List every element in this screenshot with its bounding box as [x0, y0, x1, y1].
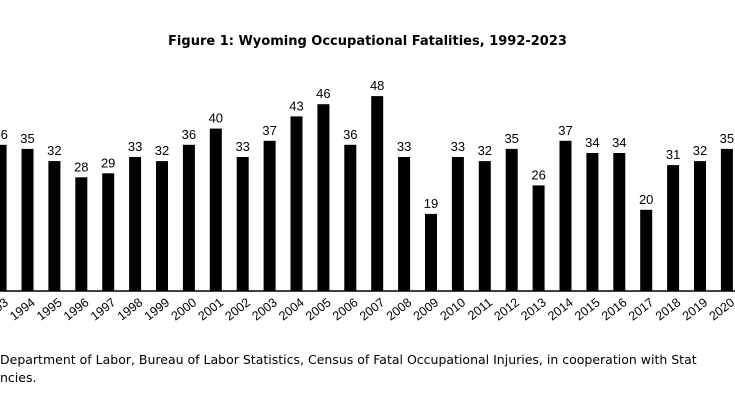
x-tick-label-1998: 1998: [115, 295, 146, 323]
value-label-2005: 46: [316, 86, 330, 101]
x-tick-label-2010: 2010: [438, 295, 469, 323]
x-tick-label-2019: 2019: [680, 295, 711, 323]
bar-2015: [586, 153, 599, 291]
value-label-2000: 36: [182, 127, 196, 142]
value-label-1993: 36: [0, 127, 8, 142]
bar-2020: [720, 148, 733, 291]
x-tick-label-2018: 2018: [653, 295, 684, 323]
x-tick-label-2008: 2008: [384, 295, 415, 323]
bar-2004: [290, 116, 303, 292]
bar-2019: [694, 161, 706, 291]
bar-2001: [209, 128, 222, 291]
bar-2016: [613, 153, 626, 291]
value-label-2002: 33: [235, 139, 249, 154]
x-tick-label-1999: 1999: [142, 295, 173, 323]
bar-2011: [478, 161, 491, 291]
source-line-2: ncies.: [0, 370, 37, 385]
value-label-1994: 35: [20, 131, 34, 146]
x-tick-label-2001: 2001: [196, 295, 227, 323]
x-tick-label-2017: 2017: [626, 295, 657, 323]
chart-title: Figure 1: Wyoming Occupational Fatalitie…: [168, 34, 567, 49]
value-label-2011: 32: [478, 143, 492, 158]
value-label-2001: 40: [209, 111, 223, 126]
bar-1998: [129, 157, 142, 291]
bar-1994: [21, 148, 34, 291]
x-tick-label-2013: 2013: [518, 295, 549, 323]
value-labels-group: 3636353228293332364033374346364833193332…: [0, 78, 734, 211]
value-label-2006: 36: [343, 127, 357, 142]
value-label-2014: 37: [558, 123, 572, 138]
x-tick-label-1993: 1993: [0, 295, 11, 323]
bar-2007: [371, 96, 384, 291]
value-label-2010: 33: [451, 139, 465, 154]
value-label-1997: 29: [101, 155, 115, 170]
bar-2005: [317, 104, 330, 291]
value-label-1998: 33: [128, 139, 142, 154]
x-tick-label-1995: 1995: [34, 295, 65, 323]
value-label-2013: 26: [531, 167, 545, 182]
x-tick-label-2000: 2000: [169, 295, 200, 323]
bar-2002: [236, 157, 249, 291]
x-tick-label-2003: 2003: [249, 295, 280, 323]
bar-2014: [559, 140, 572, 291]
x-tick-label-2002: 2002: [222, 295, 253, 323]
x-tick-label-2016: 2016: [599, 295, 630, 323]
bar-2000: [182, 144, 195, 291]
value-label-2015: 34: [585, 135, 599, 150]
x-tick-label-2006: 2006: [330, 295, 361, 323]
source-line-1: Department of Labor, Bureau of Labor Sta…: [0, 352, 697, 367]
x-tick-label-2020: 2020: [707, 295, 735, 323]
value-label-2007: 48: [370, 78, 384, 93]
x-tick-label-2011: 2011: [465, 295, 495, 323]
value-label-2017: 20: [639, 192, 653, 207]
x-tick-label-2015: 2015: [572, 295, 603, 323]
bar-2013: [532, 185, 545, 291]
value-label-2020: 35: [720, 131, 734, 146]
x-tick-label-2004: 2004: [276, 295, 307, 323]
value-label-2019: 32: [693, 143, 707, 158]
bar-2003: [263, 140, 276, 291]
value-label-2012: 35: [504, 131, 518, 146]
bars-group: [0, 96, 733, 292]
source-note: Department of Labor, Bureau of Labor Sta…: [0, 351, 735, 387]
value-label-1995: 32: [47, 143, 61, 158]
bar-1997: [102, 173, 115, 291]
value-label-2004: 43: [289, 98, 303, 113]
bar-2012: [505, 148, 518, 291]
bar-1993: [0, 144, 7, 291]
bar-1995: [48, 161, 61, 291]
x-tick-label-2012: 2012: [491, 295, 522, 323]
x-tick-label-1996: 1996: [61, 295, 92, 323]
bar-1999: [156, 161, 168, 291]
x-tick-label-1997: 1997: [88, 295, 119, 323]
value-label-2009: 19: [424, 196, 438, 211]
bar-2009: [425, 213, 437, 291]
value-label-1996: 28: [74, 159, 88, 174]
bar-2018: [667, 165, 680, 291]
value-label-2018: 31: [666, 147, 680, 162]
x-tick-label-2014: 2014: [545, 295, 576, 323]
bar-1996: [75, 177, 88, 291]
value-label-2003: 37: [262, 123, 276, 138]
value-label-2008: 33: [397, 139, 411, 154]
x-tick-label-2007: 2007: [357, 295, 388, 323]
x-tick-label-2005: 2005: [303, 295, 334, 323]
value-label-1999: 32: [155, 143, 169, 158]
x-tick-labels-group: 1992199319941995199619971998199920002001…: [0, 295, 735, 323]
x-tick-label-2009: 2009: [411, 295, 442, 323]
bar-2010: [451, 157, 464, 291]
value-label-2016: 34: [612, 135, 626, 150]
x-tick-label-1994: 1994: [7, 295, 38, 323]
bar-2008: [398, 157, 411, 291]
bar-2006: [344, 144, 357, 291]
bar-2017: [640, 209, 653, 291]
